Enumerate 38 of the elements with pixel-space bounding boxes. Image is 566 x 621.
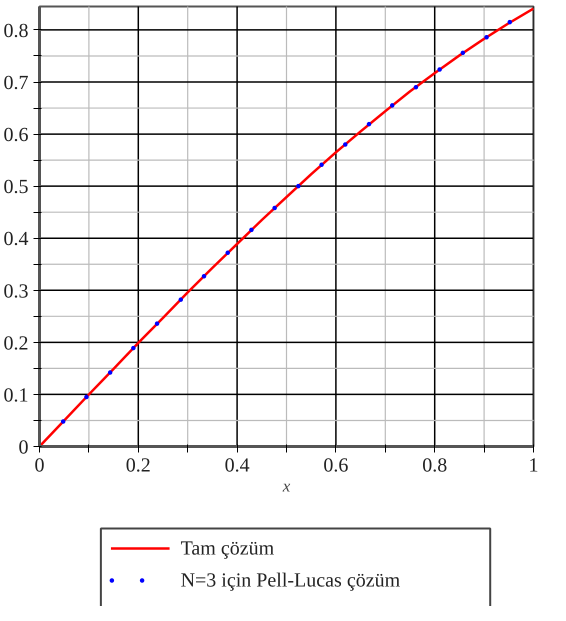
y-tick-label: 0.3	[4, 280, 28, 302]
x-axis-title: x	[282, 476, 291, 496]
point	[84, 394, 89, 400]
x-tick-label: 0.8	[422, 454, 448, 476]
y-tick-label: 0.6	[4, 124, 28, 146]
point	[460, 50, 466, 56]
point	[296, 184, 301, 188]
point	[390, 103, 394, 108]
point	[202, 274, 206, 278]
x-tick-label: 0.4	[224, 454, 250, 476]
point	[131, 346, 136, 350]
point	[319, 162, 324, 168]
point	[366, 122, 372, 126]
point	[108, 370, 112, 375]
y-tick-label: 0.2	[4, 332, 28, 354]
x-tick-label: 1	[528, 454, 538, 476]
point	[225, 250, 230, 256]
point	[484, 34, 489, 40]
legend-label: Tam çözüm	[180, 538, 275, 560]
y-tick-label: 0.1	[4, 384, 28, 406]
y-tick-label: 0.5	[4, 176, 28, 198]
point	[437, 67, 442, 72]
point	[343, 142, 348, 147]
point	[272, 206, 277, 210]
point	[154, 321, 160, 326]
point	[249, 228, 254, 232]
legend-label: N=3 için Pell-Lucas çözüm	[180, 570, 401, 592]
point	[508, 20, 512, 24]
y-tick-label: 0.8	[4, 20, 28, 42]
x-tick-label: 0	[34, 454, 44, 476]
x-tick-label: 0.6	[323, 454, 348, 476]
y-tick-label: 0	[18, 436, 28, 458]
point	[60, 419, 66, 424]
point	[178, 297, 184, 302]
x-tick-label: 0.2	[126, 454, 151, 476]
y-tick-label: 0.4	[4, 228, 28, 250]
point	[414, 84, 418, 90]
y-tick-label: 0.7	[4, 72, 28, 94]
